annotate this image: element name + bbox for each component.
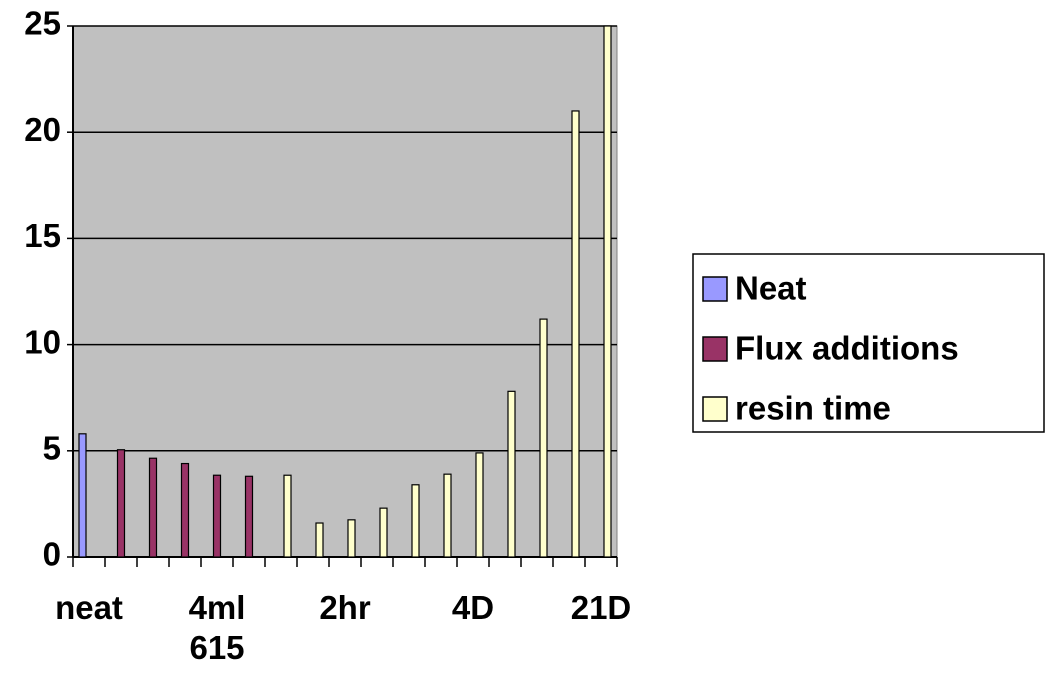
y-tick-label: 0 <box>43 536 61 573</box>
x-tick-label: 4ml 615 <box>188 589 246 666</box>
y-tick-label: 25 <box>24 5 61 42</box>
bar <box>539 318 548 558</box>
legend-label: Flux additions <box>735 330 959 367</box>
y-tick-label: 5 <box>43 430 61 467</box>
bar <box>315 522 324 558</box>
bar <box>571 110 580 558</box>
bar <box>148 457 158 558</box>
bar <box>507 390 516 558</box>
legend-label: resin time <box>735 390 891 427</box>
bar <box>379 507 388 558</box>
legend-swatch <box>702 276 728 302</box>
y-tick-label: 20 <box>24 111 61 148</box>
y-tick-label: 10 <box>24 323 61 360</box>
x-tick-label: 4D <box>451 589 495 626</box>
plot-area <box>72 25 618 558</box>
bar <box>116 449 126 558</box>
bar <box>283 474 292 558</box>
legend-box <box>692 253 1045 433</box>
legend-swatch <box>702 336 728 362</box>
legend-label: Neat <box>735 270 807 307</box>
bar <box>78 433 87 558</box>
bar <box>244 475 254 558</box>
bar <box>347 519 356 558</box>
legend-swatch <box>702 396 728 422</box>
bar <box>411 484 420 558</box>
x-tick-label: 2hr <box>319 589 371 626</box>
bar <box>180 462 190 558</box>
bar <box>212 474 222 558</box>
x-tick-label: neat <box>55 589 123 626</box>
bar <box>603 25 612 558</box>
bar <box>443 473 452 558</box>
y-tick-label: 15 <box>24 217 61 254</box>
bar <box>475 452 484 558</box>
x-tick-label: 21D <box>570 589 632 626</box>
